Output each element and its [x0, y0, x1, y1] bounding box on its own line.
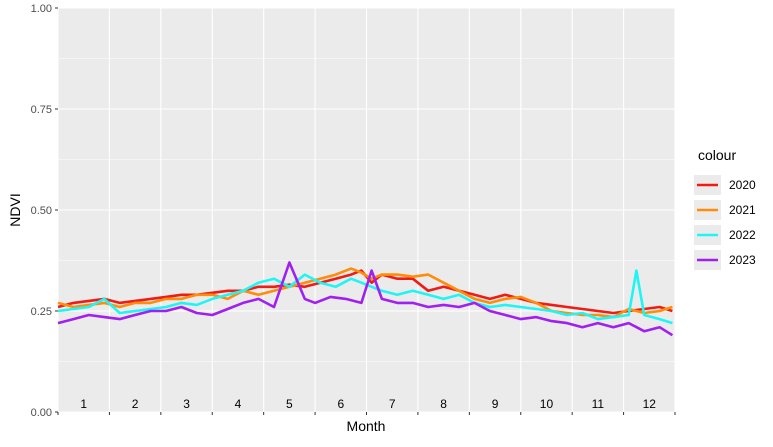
- month-label: 10: [540, 397, 554, 411]
- series-layer: [57, 261, 674, 337]
- month-label: 3: [183, 397, 190, 411]
- legend-label: 2023: [729, 253, 756, 267]
- y-tick-label: 0.25: [31, 306, 52, 318]
- legend-label: 2022: [729, 228, 756, 242]
- series-line-2023: [57, 261, 674, 337]
- legend: colour 2020 2021 2022 2023: [694, 147, 756, 270]
- x-axis-title: Month: [347, 418, 386, 434]
- axis-layer: 0.000.250.500.751.001 2 3 4 5 6 7 8 9 10 11 12: [31, 3, 676, 419]
- month-label: 5: [286, 397, 293, 411]
- y-tick-label: 0.00: [31, 407, 52, 419]
- series-line-2021: [57, 267, 673, 319]
- legend-title: colour: [698, 147, 736, 163]
- month-label: 6: [337, 397, 344, 411]
- month-label: 2: [132, 397, 139, 411]
- legend-label: 2020: [729, 178, 756, 192]
- series-line-2022: [57, 269, 673, 325]
- month-label: 7: [389, 397, 396, 411]
- y-tick-label: 0.50: [31, 205, 52, 217]
- month-label: 8: [440, 397, 447, 411]
- legend-label: 2021: [729, 203, 756, 217]
- month-label: 9: [492, 397, 499, 411]
- month-label: 11: [592, 397, 605, 411]
- y-tick-label: 1.00: [31, 3, 52, 15]
- month-label: 4: [235, 397, 242, 411]
- y-axis-title: NDVI: [7, 193, 23, 226]
- month-label: 1: [80, 397, 87, 411]
- month-label: 12: [643, 397, 657, 411]
- y-tick-label: 0.75: [31, 104, 52, 116]
